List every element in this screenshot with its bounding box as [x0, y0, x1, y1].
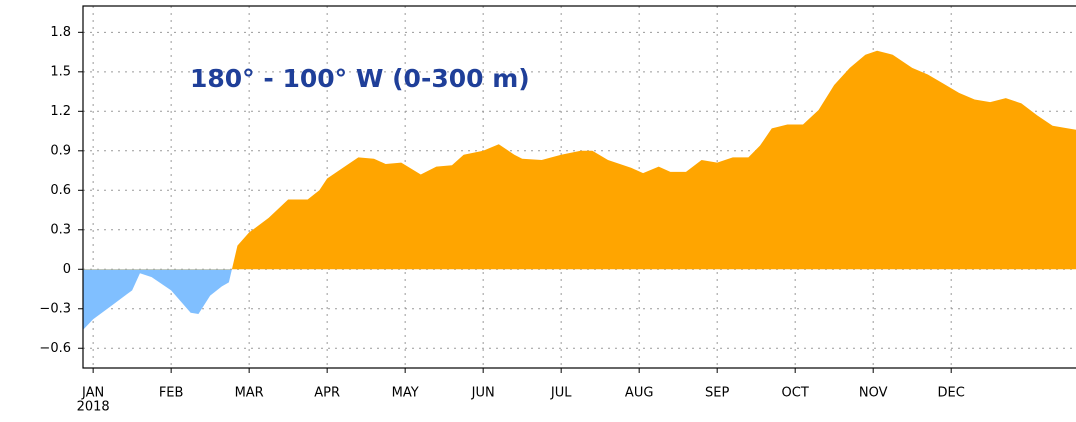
y-tick-label: 0: [63, 262, 71, 277]
x-tick-label: JAN: [81, 386, 104, 401]
plot-frame: [82, 5, 1076, 369]
y-tick-label: −0.3: [39, 301, 71, 316]
y-tick-label: 1.8: [50, 25, 71, 40]
y-tick-label: 0.9: [50, 143, 71, 158]
x-tick-label: OCT: [782, 386, 809, 401]
y-tick-label: 0.6: [50, 183, 71, 198]
year-label: 2018: [77, 400, 110, 415]
x-tick-label: AUG: [625, 386, 653, 401]
x-tick-label: JUL: [550, 386, 572, 401]
y-tick-label: 1.2: [50, 104, 71, 119]
x-tick-label: APR: [314, 386, 340, 401]
x-tick-label: MAY: [392, 386, 419, 401]
x-tick-label: SEP: [705, 386, 729, 401]
x-tick-label: DEC: [938, 386, 965, 401]
x-tick-label: NOV: [859, 386, 888, 401]
y-tick-label: 0.3: [50, 222, 71, 237]
x-tick-label: JUN: [471, 386, 495, 401]
x-tick-label: MAR: [235, 386, 264, 401]
area: [83, 50, 1076, 330]
chart-title: 180° - 100° W (0-300 m): [190, 64, 530, 93]
y-tick-label: −0.6: [39, 341, 71, 356]
y-tick-label: 1.5: [50, 64, 71, 79]
x-tick-label: FEB: [159, 386, 184, 401]
